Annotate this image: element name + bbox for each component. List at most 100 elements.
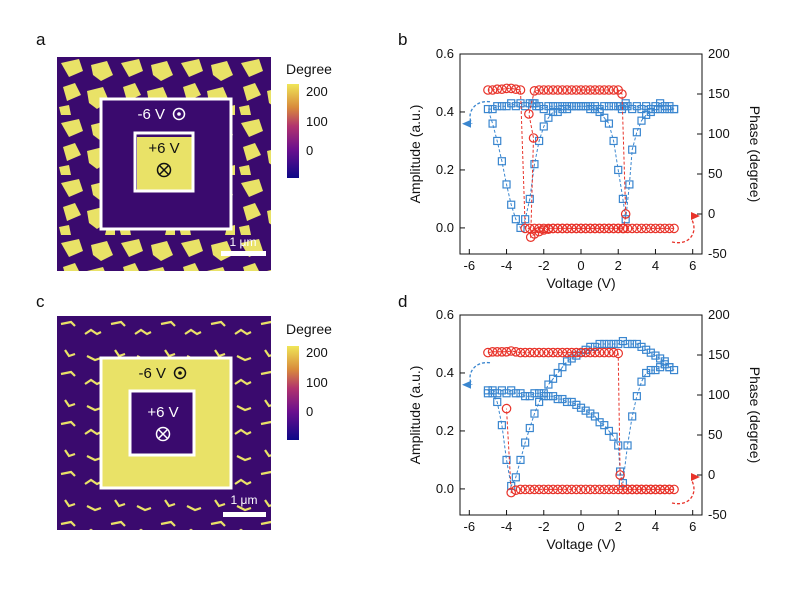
y2-tick-label: 100 [708,126,730,141]
phase-point [520,484,530,495]
x-tick-label: 2 [615,519,622,534]
y-tick-label: 0.2 [436,162,454,177]
amplitude-point [535,136,544,146]
phase-point [534,347,544,358]
x-tick-label: 0 [577,519,584,534]
amplitude-point [651,365,660,375]
amplitude-point [581,102,590,111]
amplitude-point [614,165,623,175]
amplitude-point [553,102,562,111]
amplitude-point [632,392,641,401]
amplitude-point [544,392,553,401]
amplitude-point [507,99,516,108]
phase-point [525,484,535,495]
phase-point [548,484,558,495]
amplitude-point [553,394,562,404]
phase-point [576,347,586,358]
amplitude-point [632,339,641,349]
amplitude-point [539,104,548,114]
colorbar-c [287,346,299,440]
phase-point [594,85,605,95]
amplitude-point [548,374,558,383]
phase-point [538,85,549,95]
amplitude-point [656,99,665,108]
phase-point [618,223,628,234]
scalebar-a [221,251,266,256]
x-axis-label: Voltage (V) [546,536,615,552]
phase-point [506,346,516,356]
amplitude-point [525,194,534,204]
amplitude-point [600,421,609,430]
colorbar-tick-c: 100 [306,375,328,390]
amplitude-point [628,339,637,349]
panel-letter-b: b [398,30,408,49]
amplitude-axis-arrow-icon [469,362,491,386]
pfm-phase-map-c: -6 V +6 V 1 μm [57,316,271,530]
y-axis-label: Amplitude (a.u.) [407,105,423,204]
amplitude-point [595,107,604,117]
colorbar-tick-c: 200 [306,345,328,360]
phase-point [529,85,540,96]
amplitude-point [642,110,651,119]
phase-point [590,347,600,358]
amplitude-point [586,409,595,418]
phase-point [483,85,493,95]
colorbar-tick-a: 0 [306,143,314,158]
phase-point [636,484,647,495]
phase-point [669,484,679,495]
phase-point [525,347,535,358]
phase-point [655,484,665,495]
amplitude-point [614,102,623,111]
x-tick-label: -4 [501,258,513,273]
phase-point [608,347,619,358]
colorbar-tick-a: 100 [306,114,328,129]
phase-point [562,85,572,95]
amplitude-point [497,102,506,111]
amplitude-point [614,441,623,450]
phase-point [599,223,610,234]
amplitude-point [665,104,674,114]
phase-point [608,223,619,234]
x-axis-label: Voltage (V) [546,275,615,291]
amplitude-point [656,363,665,372]
phase-point [520,347,530,358]
amplitude-point [656,104,665,114]
phase-point [580,85,591,95]
amplitude-point [562,397,572,407]
amplitude-point [548,107,558,117]
out-of-plane-dot-icon [173,366,187,380]
phase-point [543,85,554,95]
amplitude-point [609,136,618,146]
amplitude-point [595,339,604,349]
amplitude-point [539,122,548,131]
amplitude-point [660,357,669,366]
phase-point [557,347,568,358]
phase-point [538,223,549,234]
phase-point [576,85,586,95]
phase-point [562,223,572,234]
phase-point [515,484,526,495]
amplitude-point [637,377,646,386]
phase-point [557,85,568,95]
amplitude-line [487,102,675,229]
amplitude-point [521,438,530,447]
phase-point [632,223,642,234]
phase-arrowhead-icon [691,473,700,481]
amplitude-point [604,102,614,111]
y2-tick-label: 100 [708,387,730,402]
x-tick-label: -2 [538,258,550,273]
amplitude-point [656,354,665,363]
phase-point [590,484,600,495]
inner-box-c [128,389,196,457]
amplitude-point [642,345,651,354]
amplitude-point [553,368,562,378]
colorbar-title-c: Degree [286,321,332,337]
amplitude-point [590,412,600,421]
amplitude-point [600,102,609,111]
amplitude-point [621,215,630,224]
inner-poled-region-a [137,137,192,192]
phase-point [571,85,582,95]
phase-point [608,85,619,95]
amplitude-point [628,145,637,154]
panel-letter-a: a [36,30,46,49]
